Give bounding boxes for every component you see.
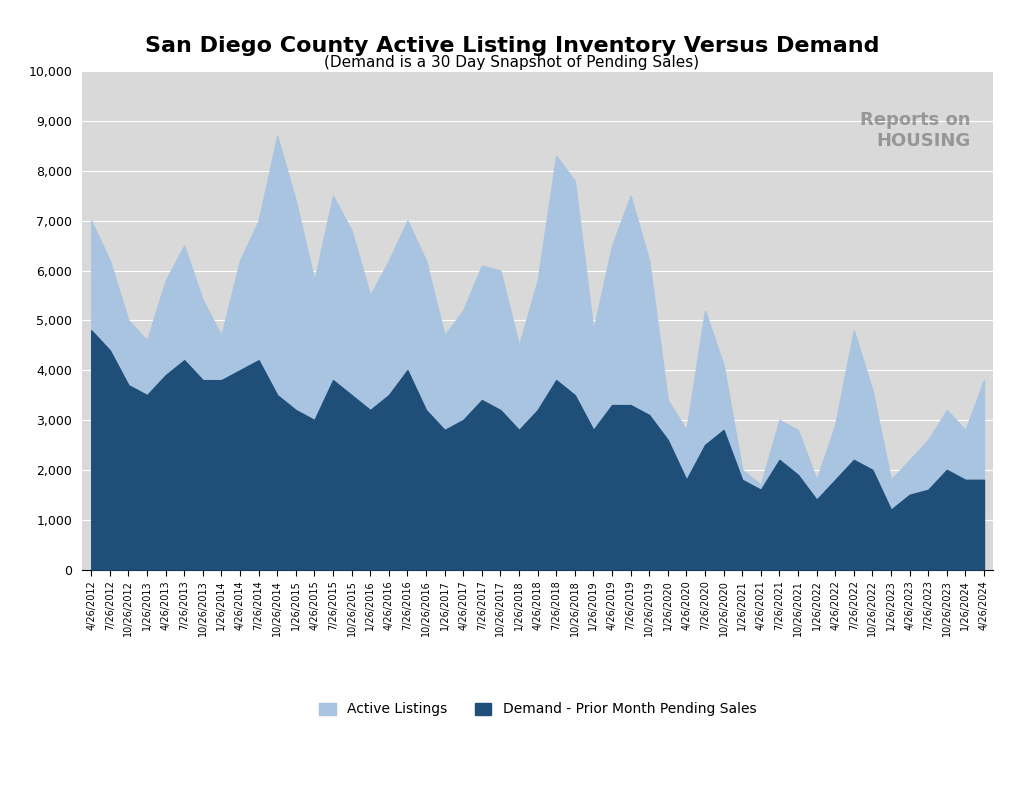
Text: San Diego County Active Listing Inventory Versus Demand: San Diego County Active Listing Inventor… <box>144 36 880 55</box>
Legend: Active Listings, Demand - Prior Month Pending Sales: Active Listings, Demand - Prior Month Pe… <box>313 697 762 722</box>
Text: (Demand is a 30 Day Snapshot of Pending Sales): (Demand is a 30 Day Snapshot of Pending … <box>325 55 699 70</box>
Text: Reports on
HOUSING: Reports on HOUSING <box>860 111 971 149</box>
